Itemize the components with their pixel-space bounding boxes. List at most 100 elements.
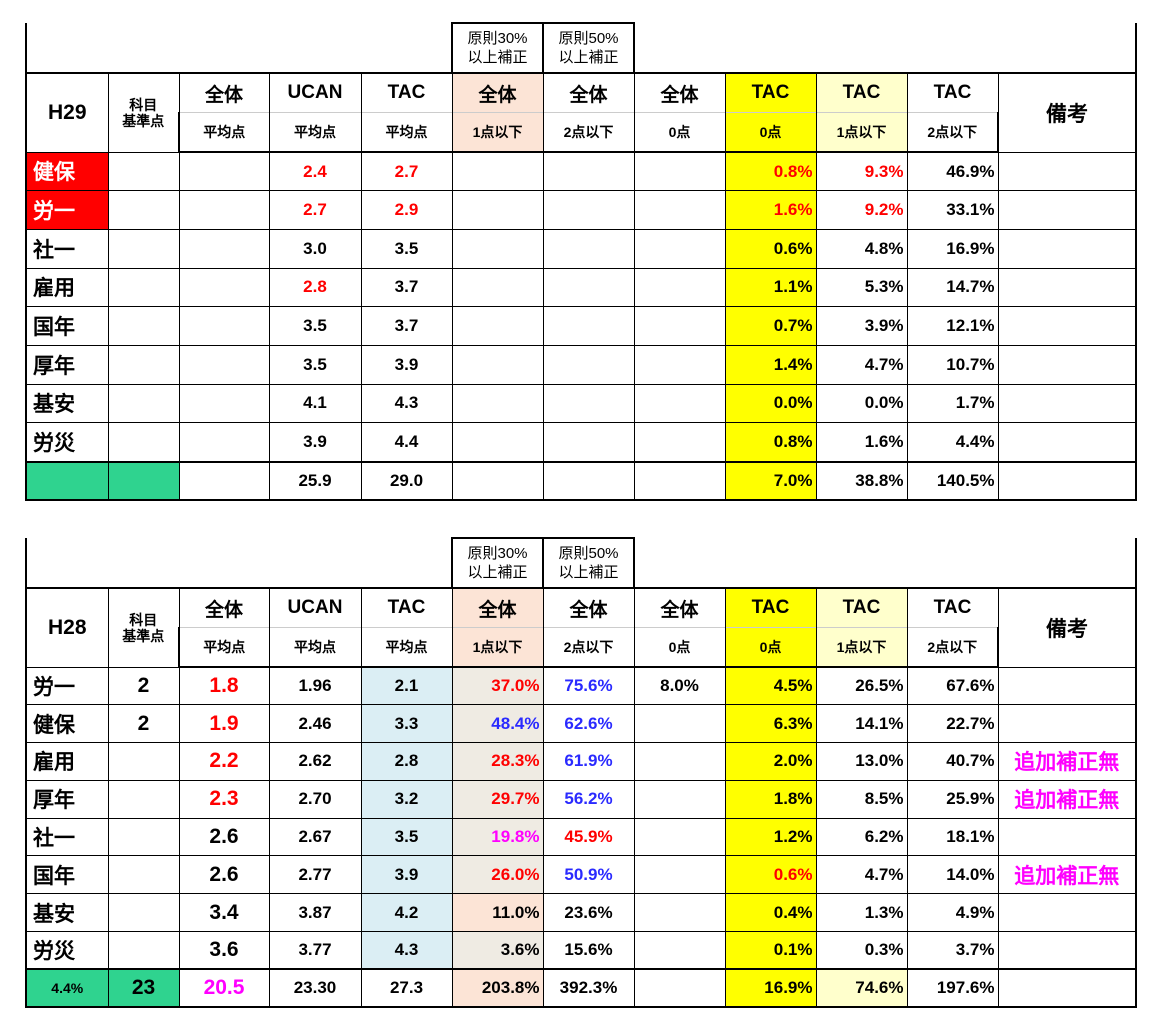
blank-cell [361, 538, 452, 588]
cell: 67.6% [906, 666, 999, 706]
cell [107, 344, 180, 385]
cell: 61.9% [542, 742, 635, 781]
cell [178, 383, 270, 424]
cell: 0.7% [724, 306, 817, 346]
header-sub-cell: 平均点 [178, 627, 270, 668]
cell: 140.5% [906, 460, 999, 502]
cell [997, 893, 1137, 933]
cell [107, 267, 180, 308]
cell: 追加補正無 [997, 855, 1137, 895]
cell [107, 306, 180, 346]
header-sub-row: 平均点 平均点 平均点 1点以下 2点以下 0点 0点 1点以下 2点以下 [26, 627, 1136, 668]
cell: 2.7 [360, 151, 453, 192]
cell [178, 344, 270, 385]
header-sub-cell: 平均点 [360, 627, 453, 668]
row-label: 健保 [25, 151, 109, 192]
row-label: 基安 [25, 383, 109, 424]
cell: 2.67 [268, 817, 362, 857]
cell: 1.2% [724, 817, 817, 857]
cell: 19.8% [451, 817, 544, 857]
cell [107, 931, 180, 970]
header-sub-cell: 0点 [724, 112, 817, 153]
cell [542, 460, 635, 502]
cell [997, 190, 1137, 230]
cell: 3.5 [360, 228, 453, 269]
header-cell: TAC [724, 72, 817, 113]
row-label: 健保 [25, 704, 109, 744]
header-cell: UCAN [268, 587, 362, 628]
cell [542, 422, 635, 462]
header-remarks: 備考 [997, 587, 1137, 668]
row-label: 労一 [25, 666, 109, 706]
cell: 26.0% [451, 855, 544, 895]
cell: 48.4% [451, 704, 544, 744]
blank-cell [725, 23, 816, 73]
header-sub-cell: 2点以下 [906, 627, 999, 668]
data-row: 国年 3.5 3.7 0.7% 3.9% 12.1% [25, 306, 1137, 346]
cell [997, 344, 1137, 385]
data-row: 厚年 3.5 3.9 1.4% 4.7% 10.7% [25, 344, 1137, 385]
header-cell: TAC [360, 587, 453, 628]
cell: 7.0% [724, 460, 817, 502]
header-cell: TAC [360, 72, 453, 113]
cell [997, 422, 1137, 462]
header-cell: 全体 [451, 72, 544, 113]
header-row: H28 科目 基準点 全体 UCAN TAC 全体 全体 全体 TAC TAC TAC 備考 [25, 587, 1137, 668]
cell [542, 383, 635, 424]
cell [451, 422, 544, 462]
header-sub-cell: 平均点 [360, 112, 453, 153]
header-kijun: 科目 基準点 [107, 587, 180, 668]
cell [633, 460, 726, 502]
cell: 1.1% [724, 267, 817, 308]
cell [633, 267, 726, 308]
cell: 37.0% [451, 666, 544, 706]
cell: 62.6% [542, 704, 635, 744]
cell: 25.9% [906, 779, 999, 819]
cell [997, 968, 1137, 1009]
cell [178, 306, 270, 346]
blank-cell [108, 23, 179, 73]
note-cell: 原則50% 以上補正 [542, 537, 635, 588]
blank-cell [998, 538, 1137, 588]
data-row: 健保 2.4 2.7 0.8% 9.3% 46.9% [25, 151, 1137, 192]
cell: 2.7 [268, 190, 362, 230]
note-cell: 原則50% 以上補正 [542, 22, 635, 73]
header-sub-cell: 平均点 [268, 112, 362, 153]
note-cell: 原則30% 以上補正 [451, 22, 544, 73]
cell: 3.7 [360, 306, 453, 346]
header-cell: 全体 [633, 72, 726, 113]
cell [107, 228, 180, 269]
cell: 2.6 [178, 817, 270, 857]
cell [451, 306, 544, 346]
cell [451, 344, 544, 385]
cell [997, 931, 1137, 970]
cell: 4.2 [360, 893, 453, 933]
header-sub-cell: 0点 [724, 627, 817, 668]
header-sub-cell: 1点以下 [451, 112, 544, 153]
cell: 5.3% [815, 267, 908, 308]
cell [178, 228, 270, 269]
cell [451, 267, 544, 308]
cell: 33.1% [906, 190, 999, 230]
cell [633, 228, 726, 269]
header-cell: 全体 [633, 587, 726, 628]
cell: 0.4% [724, 893, 817, 933]
cell [633, 306, 726, 346]
cell [997, 151, 1137, 192]
cell: 3.9 [268, 422, 362, 462]
cell: 14.1% [815, 704, 908, 744]
header-row: H29 科目 基準点 全体 UCAN TAC 全体 全体 全体 TAC TAC TAC 備考 [25, 72, 1137, 153]
cell: 16.9% [724, 968, 817, 1009]
cell: 392.3% [542, 968, 635, 1009]
cell [107, 190, 180, 230]
cell [451, 460, 544, 502]
data-row: 基安 3.4 3.87 4.2 11.0% 23.6% 0.4% 1.3% 4.9% [25, 893, 1137, 933]
notes-row: 原則30% 以上補正 原則50% 以上補正 [25, 22, 1137, 73]
cell: 23 [107, 968, 180, 1009]
cell: 12.1% [906, 306, 999, 346]
header-remarks: 備考 [997, 72, 1137, 153]
row-label: 基安 [25, 893, 109, 933]
data-row: 基安 4.1 4.3 0.0% 0.0% 1.7% [25, 383, 1137, 424]
cell: 1.96 [268, 666, 362, 706]
cell: 46.9% [906, 151, 999, 192]
